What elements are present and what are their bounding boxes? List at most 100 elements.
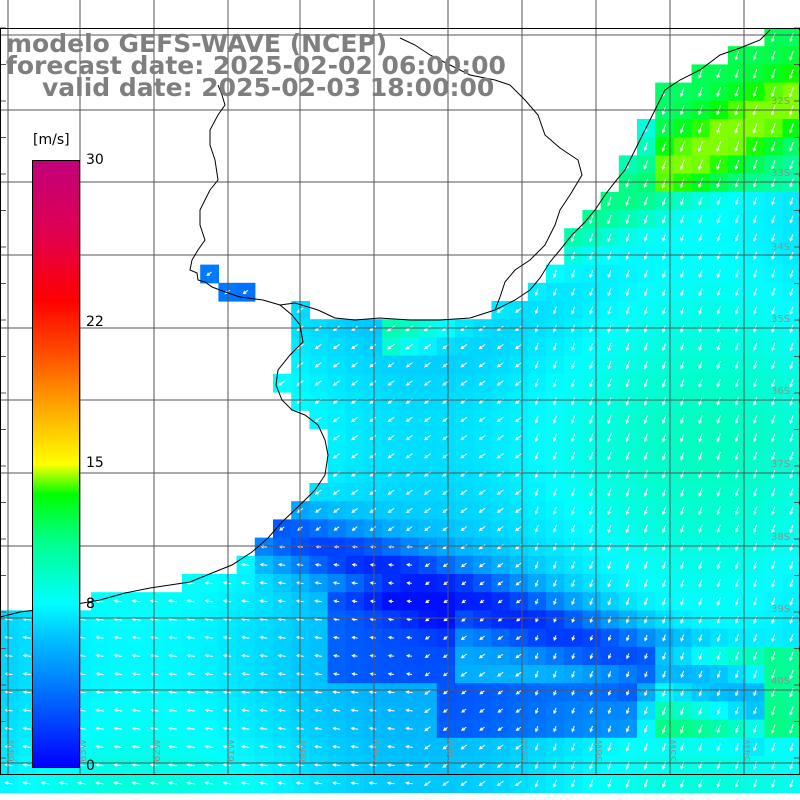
wind-arrow [643, 597, 648, 606]
wind-arrow [204, 708, 214, 713]
wind-arrow [662, 506, 667, 516]
wind-arrow [679, 141, 685, 153]
wind-arrow [771, 669, 776, 680]
wind-arrow [369, 416, 377, 422]
wind-arrow [113, 653, 123, 658]
wind-arrow [625, 433, 630, 443]
wind-arrow [314, 690, 322, 694]
wind-arrow [571, 288, 576, 297]
wind-arrow [259, 726, 268, 731]
wind-arrow [553, 653, 557, 660]
wind-arrow [680, 87, 685, 97]
wind-arrow [607, 488, 612, 497]
wind-arrow [607, 689, 612, 696]
wind-arrow [496, 343, 504, 350]
wind-arrow [698, 342, 703, 352]
wind-arrow [625, 597, 630, 606]
wind-arrow [131, 763, 141, 767]
wind-arrow [680, 342, 685, 352]
wind-arrow [698, 123, 703, 134]
wind-arrow [771, 469, 776, 479]
wind-arrow [186, 599, 195, 603]
wind-arrow [753, 488, 758, 497]
wind-arrow [423, 489, 431, 495]
wind-arrow [698, 524, 703, 534]
wind-arrow [496, 780, 504, 787]
wind-arrow [277, 599, 286, 603]
wind-arrow [149, 726, 159, 731]
wind-arrow [460, 762, 468, 768]
wind-arrow [643, 306, 648, 315]
wind-arrow [443, 599, 448, 604]
wind-arrow [332, 362, 340, 368]
wind-arrow [460, 416, 468, 423]
wind-arrow [424, 780, 431, 786]
wind-arrow [643, 270, 648, 279]
wind-arrow [350, 763, 359, 767]
wind-arrow [514, 434, 522, 441]
wind-arrow [789, 123, 794, 134]
longitude-label: 64W [6, 739, 17, 762]
wind-arrow [497, 635, 503, 640]
wind-arrow [22, 781, 32, 785]
wind-arrow [351, 489, 359, 495]
wind-arrow [259, 562, 268, 567]
wind-arrow [698, 306, 703, 315]
wind-arrow [405, 362, 413, 368]
wind-arrow [535, 689, 539, 696]
wind-arrow [425, 599, 430, 604]
wind-arrow [206, 271, 212, 277]
wind-arrow [698, 469, 703, 479]
wind-arrow [405, 635, 413, 640]
wind-arrow [149, 744, 159, 749]
wind-arrow [734, 342, 739, 352]
wind-arrow [405, 744, 413, 749]
wind-arrow [186, 672, 195, 676]
wind-arrow [662, 488, 667, 497]
wind-arrow [680, 706, 685, 716]
wind-arrow [478, 762, 486, 768]
wind-arrow [425, 617, 430, 622]
wind-arrow [461, 708, 467, 713]
wind-arrow [789, 724, 794, 734]
wind-arrow [186, 690, 195, 694]
wind-arrow [514, 544, 522, 550]
wind-arrow [186, 708, 195, 713]
wind-arrow [479, 617, 485, 622]
colorbar-tick-label: 8 [86, 596, 95, 613]
wind-arrow [534, 379, 539, 388]
wind-arrow [514, 453, 522, 459]
wind-arrow [460, 434, 468, 441]
wind-arrow [662, 561, 667, 570]
wind-arrow [771, 215, 776, 224]
wind-arrow [643, 415, 648, 425]
wind-arrow [534, 288, 539, 297]
wind-arrow [770, 86, 776, 98]
wind-arrow [496, 434, 504, 441]
wind-arrow [716, 506, 721, 516]
wind-arrow [515, 653, 522, 659]
wind-arrow [625, 469, 630, 479]
wind-arrow [625, 542, 630, 552]
wind-arrow [661, 159, 667, 171]
latitude-label: 39S [771, 604, 790, 615]
wind-arrow [662, 215, 667, 224]
wind-arrow [314, 362, 322, 368]
wind-arrow [386, 744, 395, 749]
wind-arrow [314, 708, 322, 713]
wind-arrow [534, 470, 539, 479]
wind-arrow [771, 506, 776, 515]
wind-arrow [607, 360, 612, 370]
wind-arrow [734, 451, 739, 461]
wind-arrow [698, 670, 703, 679]
wind-arrow [643, 288, 648, 297]
wind-arrow [789, 651, 794, 661]
wind-arrow [771, 724, 776, 734]
wind-arrow [460, 526, 468, 532]
wind-arrow [753, 378, 758, 388]
wind-arrow [716, 433, 721, 443]
wind-arrow [753, 743, 758, 752]
wind-arrow [369, 507, 377, 513]
wind-arrow [571, 506, 576, 515]
wind-arrow [679, 159, 685, 171]
